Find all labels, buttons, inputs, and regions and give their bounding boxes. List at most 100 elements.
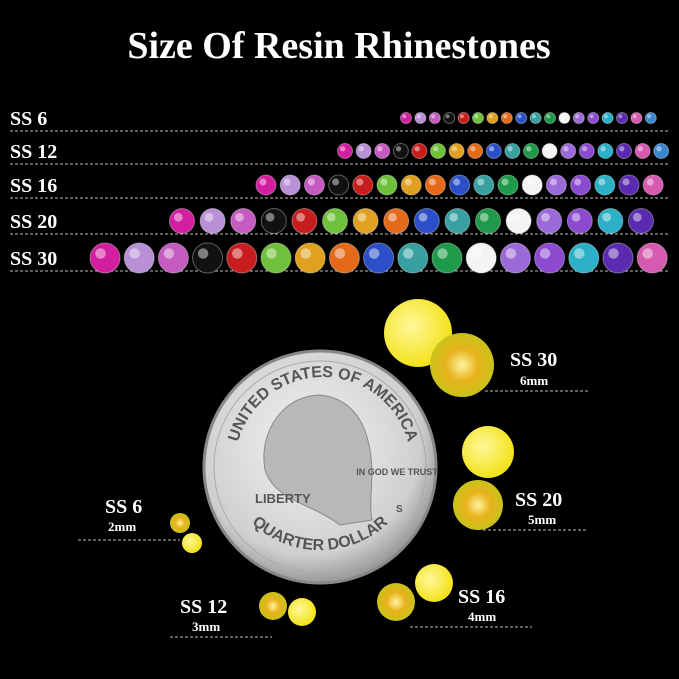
- row-label: SS 6: [10, 108, 47, 130]
- rhinestone-shine: [544, 146, 550, 152]
- rhinestone: [255, 174, 277, 196]
- rhinestone-shine: [449, 212, 459, 222]
- rhinestone: [597, 143, 614, 159]
- rhinestone-shine: [501, 178, 509, 186]
- rhinestone-shine: [266, 248, 277, 259]
- rhinestone: [89, 242, 121, 274]
- rhinestone: [400, 174, 422, 196]
- rhinestone-shine: [549, 178, 557, 186]
- rhinestone-shine: [129, 248, 140, 259]
- rhinestone: [499, 242, 531, 274]
- rhinestone: [568, 242, 600, 274]
- rhinestone: [504, 143, 521, 159]
- rhinestone: [602, 242, 634, 274]
- rhinestone: [337, 143, 353, 159]
- rhinestone: [536, 208, 563, 234]
- rhinestone-shine: [95, 248, 106, 259]
- rhinestone: [355, 143, 372, 159]
- rhinestone-shine: [300, 248, 311, 259]
- rhinestone-shine: [479, 212, 489, 222]
- rhinestone: [383, 208, 410, 234]
- rhinestone-shine: [403, 248, 414, 259]
- rhinestone: [616, 143, 632, 159]
- rhinestone: [597, 208, 624, 234]
- rhinestone: [566, 208, 593, 234]
- rhinestone: [376, 174, 398, 196]
- rhinestone: [199, 208, 226, 234]
- rhinestone-shine: [618, 114, 623, 119]
- callout-size: SS 30: [510, 349, 557, 371]
- rhinestone: [642, 174, 664, 196]
- rhinestone-shine: [433, 146, 439, 152]
- rhinestone: [157, 242, 189, 274]
- rhinestone: [644, 112, 657, 124]
- rhinestone-shine: [460, 114, 464, 119]
- callout-mm: 5mm: [528, 512, 556, 527]
- coin-rim: [213, 360, 427, 574]
- rhinestone-shine: [356, 178, 364, 186]
- rhinestone-shine: [326, 212, 336, 222]
- rhinestone: [449, 174, 471, 196]
- rhinestone-shine: [505, 248, 517, 259]
- rhinestone-shine: [431, 114, 436, 119]
- flat-stone: [288, 598, 316, 626]
- rhinestone-shine: [507, 146, 513, 152]
- rhinestone: [529, 112, 542, 124]
- callout-size: SS 20: [515, 489, 562, 511]
- ab-stone: [453, 480, 503, 530]
- rhinestone-shine: [604, 114, 608, 119]
- rhinestone-shine: [637, 146, 643, 152]
- rhinestone-shine: [332, 178, 340, 186]
- rhinestone-shine: [445, 114, 450, 119]
- rhinestone: [294, 242, 326, 274]
- rhinestone-shine: [357, 212, 367, 222]
- rhinestone-shine: [589, 114, 594, 119]
- row-label: SS 16: [10, 175, 57, 197]
- row-label: SS 30: [10, 248, 57, 270]
- rhinestone-shine: [546, 114, 551, 119]
- rhinestone: [570, 174, 592, 196]
- rhinestone-shine: [414, 146, 420, 152]
- rhinestone-shine: [503, 114, 508, 119]
- rhinestone-shine: [358, 146, 364, 152]
- rhinestone-shine: [574, 248, 585, 259]
- rhinestone: [618, 174, 640, 196]
- rhinestone: [545, 174, 567, 196]
- rhinestone-shine: [488, 146, 495, 152]
- rhinestone-shine: [307, 178, 315, 186]
- rhinestone: [521, 174, 543, 196]
- rhinestone-shine: [632, 212, 642, 222]
- rhinestone-shine: [377, 146, 383, 152]
- rhinestone: [541, 143, 558, 159]
- rhinestone-shine: [581, 146, 588, 152]
- portrait: [263, 394, 373, 526]
- rhinestone-shine: [163, 248, 175, 259]
- rhinestone-shine: [404, 178, 412, 186]
- rhinestone-shine: [235, 212, 244, 222]
- size-rows: SS 6 SS 12 SS 16 SS 20 SS 30: [10, 108, 670, 274]
- rhinestone: [457, 112, 470, 124]
- rhinestone-shine: [598, 178, 606, 186]
- rhinestone-shine: [388, 212, 397, 222]
- rhinestone-shine: [402, 114, 407, 119]
- rhinestone: [414, 112, 427, 124]
- rhinestone: [472, 112, 484, 124]
- row-label: SS 20: [10, 211, 57, 233]
- rhinestone-shine: [416, 114, 421, 119]
- rhinestone-shine: [517, 114, 522, 119]
- rhinestone: [505, 208, 532, 234]
- rhinestone-shine: [525, 178, 533, 186]
- rhinestone: [475, 208, 501, 234]
- rhinestone-shine: [197, 248, 209, 259]
- callout-mm: 4mm: [468, 609, 496, 624]
- ab-stone: [430, 333, 494, 397]
- callout-mm: 6mm: [520, 373, 548, 388]
- rhinestone-shine: [232, 248, 243, 259]
- rhinestone: [291, 208, 318, 234]
- rhinestone: [628, 208, 654, 234]
- rhinestone-shine: [428, 178, 436, 186]
- rhinestone: [192, 242, 224, 274]
- rhinestone-shine: [265, 212, 275, 222]
- rhinestone: [424, 174, 446, 196]
- rhinestone-shine: [541, 212, 550, 222]
